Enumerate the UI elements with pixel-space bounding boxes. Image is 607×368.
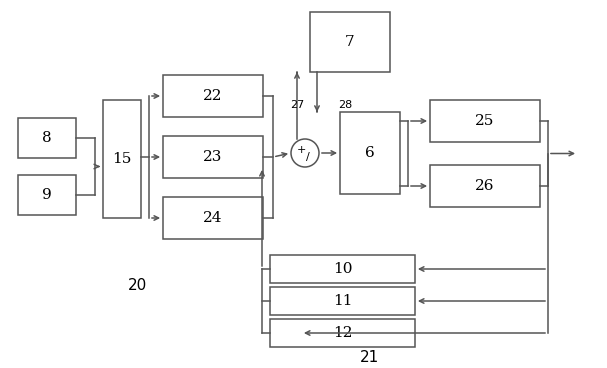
Text: 21: 21 [361,350,379,364]
Bar [430,100,540,142]
Text: 6: 6 [365,146,375,160]
Bar [163,75,263,117]
Bar [430,165,540,207]
Bar [18,118,76,158]
Text: 22: 22 [203,89,223,103]
Text: 15: 15 [112,152,132,166]
Bar [163,197,263,239]
Bar [310,12,390,72]
Bar [163,136,263,178]
Text: 7: 7 [345,35,355,49]
Bar [103,100,141,218]
Text: 25: 25 [475,114,495,128]
Text: 8: 8 [42,131,52,145]
Text: 26: 26 [475,179,495,193]
Text: 9: 9 [42,188,52,202]
Bar [18,175,76,215]
Text: 20: 20 [128,277,148,293]
Bar [270,255,415,283]
Text: +: + [296,145,306,155]
Bar [270,287,415,315]
Text: 12: 12 [333,326,352,340]
Text: 23: 23 [203,150,223,164]
Text: 10: 10 [333,262,352,276]
Text: 28: 28 [338,100,352,110]
Text: 11: 11 [333,294,352,308]
Text: 24: 24 [203,211,223,225]
Text: /: / [306,152,310,162]
Bar [270,319,415,347]
Bar [340,112,400,194]
Text: 27: 27 [290,100,304,110]
